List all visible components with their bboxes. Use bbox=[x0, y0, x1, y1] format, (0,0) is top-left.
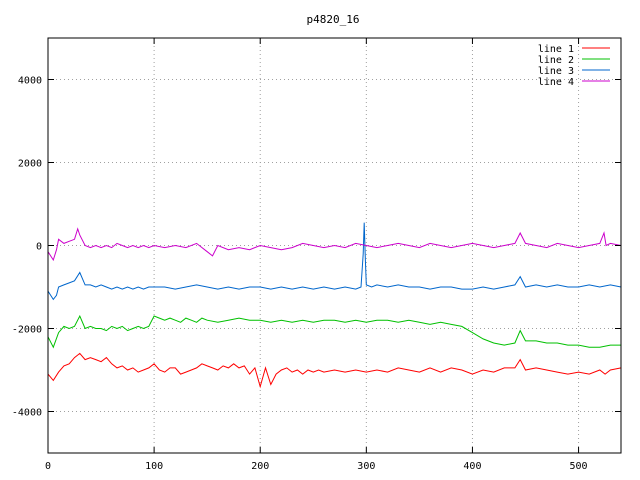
legend-label: line 4 bbox=[538, 77, 574, 88]
y-tick-label: 0 bbox=[36, 242, 42, 253]
y-tick-label: -4000 bbox=[12, 408, 42, 419]
y-tick-label: 4000 bbox=[18, 76, 42, 87]
series-line-1 bbox=[47, 352, 622, 389]
legend-label: line 3 bbox=[538, 66, 574, 77]
series-line-2 bbox=[47, 314, 621, 349]
x-tick-label: 200 bbox=[251, 461, 269, 472]
x-tick-label: 0 bbox=[45, 461, 51, 472]
axis-ticks: 0 100 200 300 400 500 -4000 -2000 0 2000 4000 bbox=[12, 38, 621, 472]
legend-label: line 1 bbox=[538, 44, 574, 55]
series-line-4 bbox=[47, 227, 622, 262]
x-tick-label: 500 bbox=[570, 461, 588, 472]
y-tick-label: -2000 bbox=[12, 325, 42, 336]
chart-title: p4820_16 bbox=[307, 13, 360, 26]
series-line-3 bbox=[47, 222, 622, 301]
x-tick-label: 100 bbox=[145, 461, 163, 472]
x-tick-label: 400 bbox=[463, 461, 481, 472]
legend-label: line 2 bbox=[538, 55, 574, 66]
x-tick-label: 300 bbox=[357, 461, 375, 472]
y-tick-label: 2000 bbox=[18, 159, 42, 170]
series-layer bbox=[47, 222, 622, 389]
